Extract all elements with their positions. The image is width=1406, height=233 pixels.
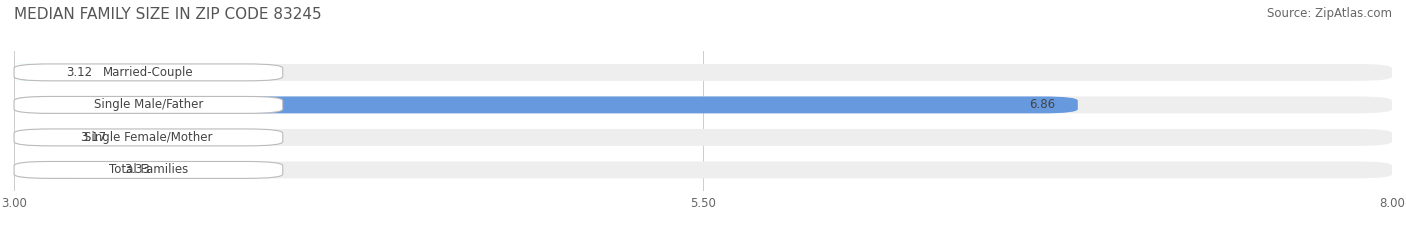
FancyBboxPatch shape bbox=[14, 161, 283, 178]
Text: 6.86: 6.86 bbox=[1029, 98, 1056, 111]
Text: Total Families: Total Families bbox=[108, 163, 188, 176]
Text: 3.17: 3.17 bbox=[80, 131, 107, 144]
Text: Source: ZipAtlas.com: Source: ZipAtlas.com bbox=[1267, 7, 1392, 20]
FancyBboxPatch shape bbox=[14, 64, 283, 81]
FancyBboxPatch shape bbox=[14, 161, 1392, 178]
Text: MEDIAN FAMILY SIZE IN ZIP CODE 83245: MEDIAN FAMILY SIZE IN ZIP CODE 83245 bbox=[14, 7, 322, 22]
FancyBboxPatch shape bbox=[14, 96, 1392, 113]
FancyBboxPatch shape bbox=[14, 96, 283, 113]
FancyBboxPatch shape bbox=[11, 64, 49, 81]
Text: Single Female/Mother: Single Female/Mother bbox=[84, 131, 212, 144]
Text: 3.33: 3.33 bbox=[124, 163, 150, 176]
FancyBboxPatch shape bbox=[14, 129, 60, 146]
Text: Married-Couple: Married-Couple bbox=[103, 66, 194, 79]
Text: Single Male/Father: Single Male/Father bbox=[94, 98, 202, 111]
FancyBboxPatch shape bbox=[14, 161, 105, 178]
FancyBboxPatch shape bbox=[14, 96, 1078, 113]
Text: 3.12: 3.12 bbox=[66, 66, 93, 79]
FancyBboxPatch shape bbox=[14, 129, 283, 146]
FancyBboxPatch shape bbox=[14, 129, 1392, 146]
FancyBboxPatch shape bbox=[14, 64, 1392, 81]
